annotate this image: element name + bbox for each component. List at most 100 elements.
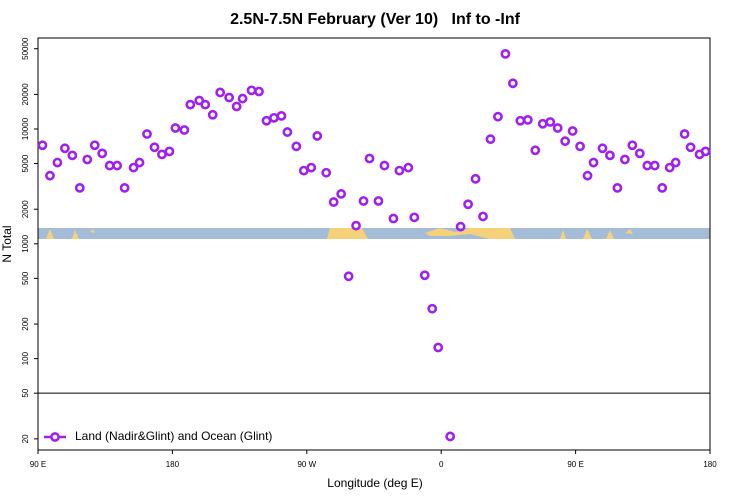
x-tick-label: 90 W <box>297 460 316 469</box>
x-tick-label: 0 <box>439 460 444 469</box>
point <box>700 146 711 157</box>
point <box>433 342 444 353</box>
y-tick-label: 2000 <box>21 200 30 218</box>
point <box>74 182 85 193</box>
point <box>493 111 503 122</box>
point <box>157 149 167 160</box>
point <box>670 157 681 168</box>
y-axis-label: N Total <box>0 225 14 262</box>
point <box>685 142 696 153</box>
point <box>588 157 599 168</box>
point <box>427 303 438 314</box>
x-tick-label: 180 <box>166 460 180 469</box>
point <box>379 160 390 171</box>
point <box>530 145 541 156</box>
point <box>231 101 242 112</box>
x-tick-label: 180 <box>703 460 717 469</box>
ocean-strip <box>38 228 710 239</box>
point <box>282 127 293 137</box>
point <box>485 134 496 145</box>
x-tick-label: 90 E <box>30 460 46 469</box>
point <box>336 189 347 199</box>
point <box>112 160 123 171</box>
point <box>500 48 511 59</box>
point <box>445 431 456 442</box>
point <box>269 112 279 123</box>
y-tick-label: 1000 <box>21 234 30 252</box>
point <box>642 160 653 171</box>
point <box>82 154 93 165</box>
point <box>185 99 196 110</box>
point <box>657 182 668 193</box>
point <box>312 131 323 141</box>
legend-label: Land (Nadir&Glint) and Ocean (Glint) <box>75 429 272 443</box>
point <box>59 143 70 154</box>
y-tick-label: 100 <box>21 351 30 365</box>
point <box>254 86 264 97</box>
point <box>515 115 526 126</box>
point <box>291 141 302 152</box>
y-tick-label: 20000 <box>21 83 30 106</box>
point <box>89 140 100 151</box>
point <box>634 148 645 159</box>
point <box>67 150 78 161</box>
point <box>37 140 48 151</box>
point <box>179 125 190 135</box>
point <box>104 160 115 171</box>
point <box>298 165 309 176</box>
point <box>358 196 369 206</box>
point <box>207 109 218 120</box>
point <box>224 92 235 103</box>
point <box>134 157 145 168</box>
plot-frame <box>37 37 711 451</box>
y-tick-label: 5000 <box>21 154 30 172</box>
point <box>45 170 55 181</box>
x-tick-label: 90 E <box>567 460 583 469</box>
x-axis-label: Longitude (deg E) <box>327 476 422 490</box>
point <box>597 143 608 154</box>
point <box>409 212 420 223</box>
legend-marker <box>50 432 60 442</box>
y-tick-label: 10000 <box>21 117 30 140</box>
point <box>246 85 257 96</box>
point <box>142 129 152 139</box>
point <box>394 165 405 176</box>
point <box>627 140 638 151</box>
point <box>552 123 563 133</box>
point <box>679 129 690 139</box>
y-tick-label: 50000 <box>21 37 30 60</box>
map-strip <box>38 228 710 239</box>
point <box>373 196 384 206</box>
point <box>582 170 593 181</box>
point <box>612 182 623 193</box>
point <box>261 115 272 126</box>
point <box>200 99 211 110</box>
point <box>649 160 660 171</box>
point <box>388 213 399 224</box>
y-tick-label: 200 <box>21 317 30 331</box>
point <box>364 153 375 164</box>
point <box>97 148 108 159</box>
point <box>463 199 473 210</box>
point <box>522 114 533 125</box>
point <box>164 146 175 157</box>
point <box>470 173 481 184</box>
point <box>478 211 488 222</box>
point <box>237 93 248 104</box>
point <box>560 136 571 147</box>
point <box>537 118 548 129</box>
point <box>455 221 466 232</box>
point <box>619 154 630 165</box>
point <box>149 142 160 153</box>
point <box>170 123 181 133</box>
point <box>328 197 339 207</box>
land-strip <box>46 228 633 239</box>
point <box>419 270 430 281</box>
point <box>128 162 139 173</box>
point <box>276 110 287 121</box>
y-tick-label: 50 <box>21 388 30 397</box>
point <box>215 87 226 98</box>
point <box>567 126 578 136</box>
point <box>351 220 361 231</box>
